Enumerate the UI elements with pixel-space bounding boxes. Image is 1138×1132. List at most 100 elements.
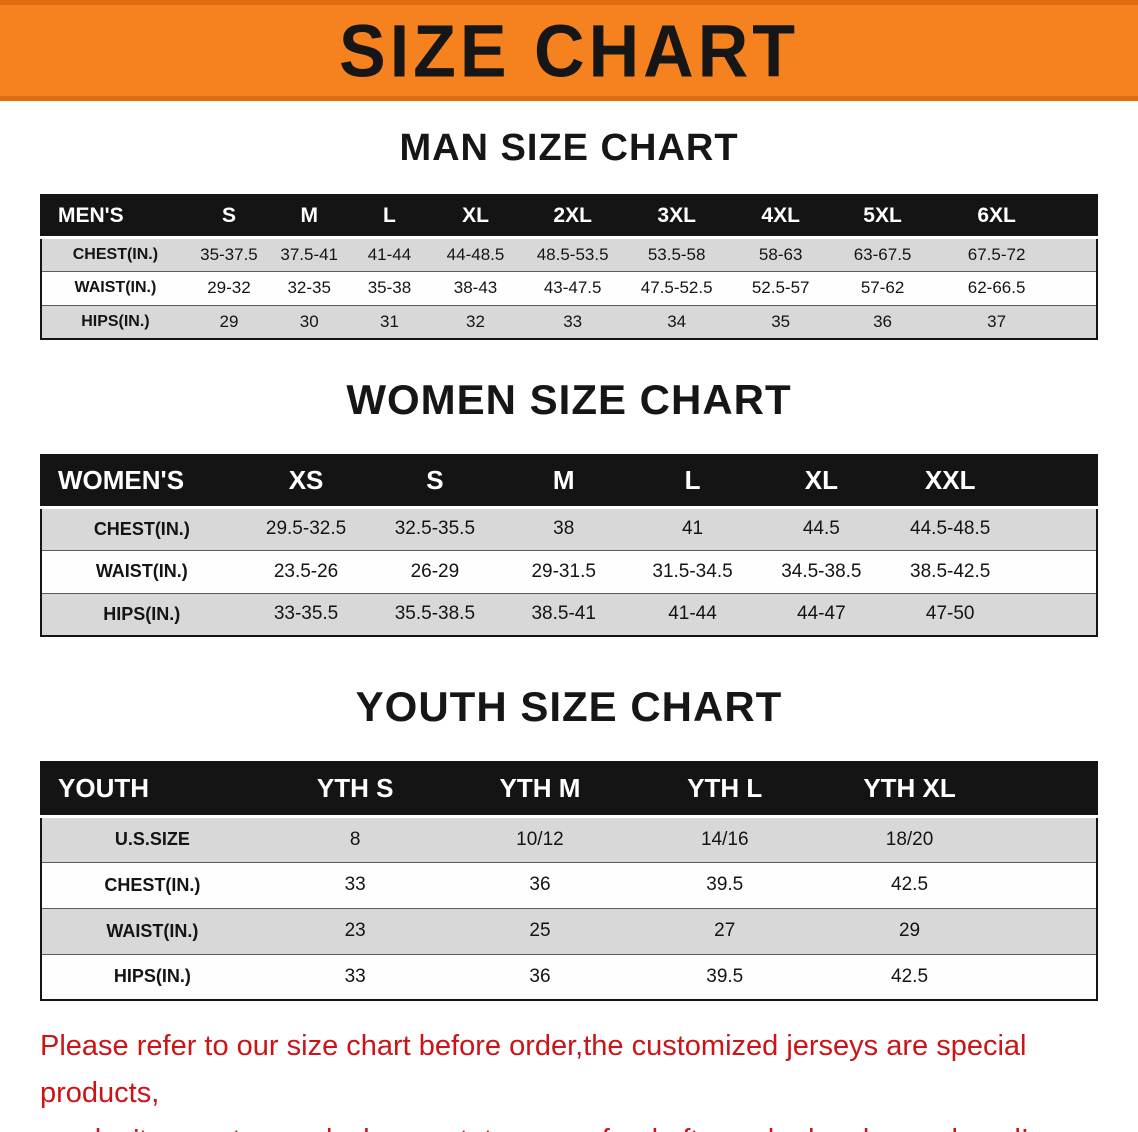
size-value-cell: 29-32 [188,270,270,305]
women-size-table: WOMEN'S XS S M L XL XXL CHEST(IN.) 29.5-32.5 32.… [40,454,1098,637]
size-chart-banner: SIZE CHART [0,0,1138,101]
size-value-cell: 33-35.5 [241,592,371,636]
size-value-cell: 34 [623,304,730,339]
header-size-label: L [349,195,430,239]
table-row: CHEST(IN.) 35-37.5 37.5-41 41-44 44-48.5 48.5… [41,237,1097,271]
cell-filler [1014,592,1097,636]
size-value-cell: 33 [521,304,624,339]
size-value-cell: 34.5-38.5 [756,549,886,593]
size-value-cell: 41-44 [628,592,757,636]
header-size-label: XS [241,455,371,509]
size-value-cell: 38.5-42.5 [885,549,1015,593]
size-value-cell: 35.5-38.5 [370,592,500,636]
header-size-label: 6XL [933,195,1060,239]
women-table-body: CHEST(IN.) 29.5-32.5 32.5-35.5 38 41 44.5 44.5… [41,507,1097,636]
table-row: HIPS(IN.) 33 36 39.5 42.5 [41,953,1097,1000]
table-row: U.S.SIZE 8 10/12 14/16 18/20 [41,816,1097,862]
row-label: WAIST(IN.) [41,270,189,305]
size-value-cell: 57-62 [831,270,934,305]
size-value-cell: 39.5 [632,861,818,908]
size-value-cell: 25 [447,907,633,954]
cell-filler [1059,304,1097,339]
header-size-label: XL [756,455,886,509]
disclaimer: Please refer to our size chart before or… [40,1023,1138,1132]
table-row: WAIST(IN.) 23.5-26 26-29 29-31.5 31.5-34.5 34… [41,549,1097,593]
table-row: HIPS(IN.) 29 30 31 32 33 34 35 36 37 [41,304,1097,339]
size-value-cell: 43-47.5 [521,270,624,305]
row-label: HIPS(IN.) [41,953,263,1000]
cell-filler [1059,237,1097,271]
table-row: CHEST(IN.) 29.5-32.5 32.5-35.5 38 41 44.5 44.5… [41,507,1097,550]
row-label: U.S.SIZE [41,816,263,862]
size-value-cell: 41 [628,507,757,550]
header-filler [1014,455,1097,509]
header-size-label: YTH L [632,762,818,818]
youth-table-body: U.S.SIZE 8 10/12 14/16 18/20 CHEST(IN.) 33 36 39… [41,816,1097,1000]
header-size-label: M [499,455,629,509]
size-value-cell: 48.5-53.5 [521,237,624,271]
header-size-label: YTH M [447,762,633,818]
header-filler [1001,762,1097,818]
size-value-cell: 38 [499,507,629,550]
row-label: CHEST(IN.) [41,507,242,550]
size-value-cell: 23.5-26 [241,549,371,593]
cell-filler [1001,861,1097,908]
size-value-cell: 62-66.5 [933,270,1060,305]
size-value-cell: 32-35 [269,270,350,305]
size-value-cell: 23 [262,907,448,954]
size-value-cell: 30 [269,304,350,339]
youth-header-row: YOUTH YTH S YTH M YTH L YTH XL [41,762,1097,818]
size-value-cell: 29-31.5 [499,549,629,593]
size-value-cell: 35-38 [349,270,430,305]
header-size-label: 2XL [521,195,624,239]
header-size-label: YTH S [262,762,448,818]
size-value-cell: 41-44 [349,237,430,271]
header-size-label: 3XL [623,195,730,239]
size-value-cell: 36 [831,304,934,339]
size-value-cell: 44.5 [756,507,886,550]
size-value-cell: 29 [817,907,1002,954]
table-row: WAIST(IN.) 29-32 32-35 35-38 38-43 43-47.5 47.… [41,270,1097,305]
row-label: WAIST(IN.) [41,907,263,954]
row-label: HIPS(IN.) [41,304,189,339]
cell-filler [1014,549,1097,593]
size-value-cell: 10/12 [447,816,633,862]
cell-filler [1001,816,1097,862]
size-value-cell: 32.5-35.5 [370,507,500,550]
size-value-cell: 32 [429,304,522,339]
header-row-label: MEN'S [41,195,189,239]
row-label: CHEST(IN.) [41,861,263,908]
size-value-cell: 39.5 [632,953,818,1000]
size-value-cell: 42.5 [817,861,1002,908]
size-value-cell: 42.5 [817,953,1002,1000]
row-label: CHEST(IN.) [41,237,189,271]
size-value-cell: 37.5-41 [269,237,350,271]
size-value-cell: 44.5-48.5 [885,507,1015,550]
size-value-cell: 52.5-57 [729,270,832,305]
size-value-cell: 63-67.5 [831,237,934,271]
table-row: HIPS(IN.) 33-35.5 35.5-38.5 38.5-41 41-44 44-… [41,592,1097,636]
cell-filler [1059,270,1097,305]
size-value-cell: 38.5-41 [499,592,629,636]
men-table-body: CHEST(IN.) 35-37.5 37.5-41 41-44 44-48.5 48.5… [41,237,1097,339]
header-size-label: L [628,455,757,509]
header-row-label: WOMEN'S [41,455,242,509]
size-value-cell: 8 [262,816,448,862]
women-size-chart-heading: WOMEN SIZE CHART [346,376,792,423]
size-value-cell: 29 [188,304,270,339]
size-value-cell: 37 [933,304,1060,339]
size-value-cell: 26-29 [370,549,500,593]
size-value-cell: 18/20 [817,816,1002,862]
size-value-cell: 44-48.5 [429,237,522,271]
cell-filler [1014,507,1097,550]
table-row: WAIST(IN.) 23 25 27 29 [41,907,1097,954]
youth-size-table: YOUTH YTH S YTH M YTH L YTH XL U.S.SIZE 8 10/1… [40,761,1098,1001]
cell-filler [1001,907,1097,954]
women-header-row: WOMEN'S XS S M L XL XXL [41,455,1097,509]
size-value-cell: 27 [632,907,818,954]
man-size-chart-heading: MAN SIZE CHART [399,127,739,169]
size-value-cell: 44-47 [756,592,886,636]
size-value-cell: 36 [447,861,633,908]
size-value-cell: 29.5-32.5 [241,507,371,550]
men-size-table: MEN'S S M L XL 2XL 3XL 4XL 5XL 6XL CHEST(IN.) 35-3… [40,194,1098,340]
